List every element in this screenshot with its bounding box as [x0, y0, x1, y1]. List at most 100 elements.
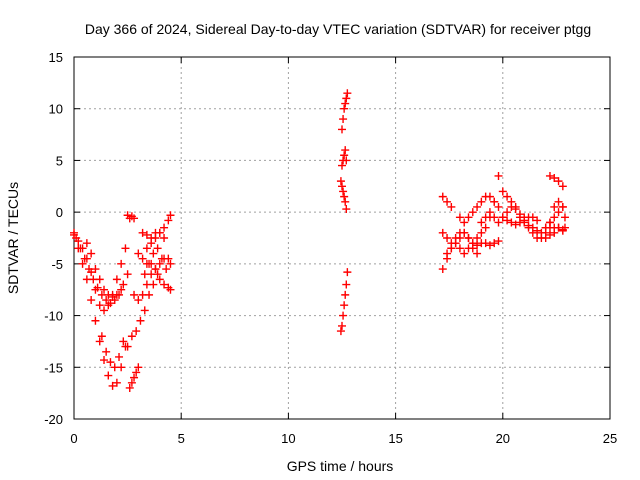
data-point: [558, 182, 567, 191]
data-point: [145, 259, 154, 268]
data-point: [554, 197, 563, 206]
data-point: [498, 187, 507, 196]
series-arc-16: [336, 177, 351, 214]
data-point: [455, 234, 464, 242]
data-point: [338, 182, 346, 191]
data-point: [494, 202, 503, 211]
data-point: [153, 244, 162, 253]
data-point: [438, 192, 447, 201]
data-point: [87, 268, 96, 277]
data-point: [100, 306, 109, 315]
data-point: [155, 228, 164, 237]
data-point: [155, 259, 164, 268]
data-point: [455, 244, 464, 253]
data-point: [341, 290, 350, 299]
data-point: [507, 202, 516, 211]
data-point: [138, 254, 147, 263]
data-point: [166, 211, 175, 220]
data-point: [554, 208, 563, 217]
data-point: [82, 254, 91, 263]
data-point: [130, 290, 139, 299]
data-point: [339, 115, 348, 124]
data-point: [554, 177, 563, 186]
series-arc-14: [338, 89, 352, 134]
data-point: [477, 197, 486, 206]
data-point: [477, 218, 486, 227]
data-point: [117, 259, 126, 268]
data-point: [342, 156, 351, 165]
data-point: [341, 99, 350, 108]
data-point: [447, 202, 456, 211]
y-tick-label: -20: [44, 412, 63, 427]
data-point: [473, 202, 482, 211]
data-point: [132, 327, 141, 336]
data-point: [464, 234, 473, 242]
series-arc-20: [438, 192, 503, 227]
data-points: [70, 89, 569, 392]
data-point: [100, 356, 109, 365]
data-point: [125, 383, 134, 392]
data-point: [138, 228, 147, 237]
data-point: [123, 342, 132, 351]
series-arc-21: [443, 228, 482, 258]
data-point: [343, 89, 352, 98]
data-point: [342, 280, 351, 289]
y-tick-label: 0: [56, 205, 63, 220]
data-point: [130, 214, 139, 223]
data-point: [443, 249, 452, 258]
data-point: [528, 228, 537, 237]
data-point: [336, 177, 345, 186]
series-arc-25: [545, 171, 567, 191]
data-point: [438, 265, 447, 274]
tick-labels: 0 5 10 15 20 25 15 10 5 0 -5 -10 -15 -20: [44, 50, 617, 446]
data-point: [464, 213, 473, 222]
data-point: [149, 249, 158, 258]
data-point: [87, 296, 96, 305]
data-point: [102, 296, 111, 305]
data-point: [106, 358, 115, 367]
data-point: [162, 265, 171, 274]
data-point: [82, 239, 91, 248]
data-point: [104, 290, 113, 299]
data-point: [473, 241, 482, 250]
data-point: [78, 259, 87, 268]
data-point: [342, 94, 351, 103]
data-point: [160, 234, 169, 242]
data-point: [485, 192, 494, 201]
series-arc-13: [140, 244, 171, 279]
data-point: [134, 363, 143, 372]
data-point: [533, 226, 542, 235]
data-point: [97, 332, 106, 341]
data-point: [157, 254, 166, 263]
data-point: [119, 337, 128, 346]
axis-ticks: [73, 56, 611, 420]
data-point: [140, 306, 149, 315]
data-point: [515, 210, 524, 219]
data-point: [104, 301, 113, 310]
data-point: [490, 197, 499, 206]
data-point: [494, 218, 503, 227]
data-point: [87, 249, 96, 258]
data-point: [443, 234, 452, 242]
y-axis-label: SDTVAR / TECUs: [5, 182, 21, 294]
data-point: [550, 174, 559, 183]
data-point: [166, 285, 175, 294]
x-tick-label: 20: [496, 431, 510, 446]
series-arc-11: [138, 228, 169, 242]
data-point: [112, 290, 121, 299]
y-tick-label: 10: [49, 102, 63, 117]
data-point: [473, 249, 482, 258]
x-tick-label: 15: [388, 431, 402, 446]
data-point: [341, 146, 350, 155]
data-point: [95, 301, 104, 310]
data-point: [460, 218, 469, 227]
series-arc-4: [82, 239, 126, 301]
series-arc-28: [541, 223, 569, 242]
data-point: [533, 216, 542, 225]
data-point: [343, 268, 352, 277]
data-point: [342, 205, 351, 214]
data-point: [147, 234, 156, 242]
data-point: [481, 213, 490, 222]
data-point: [127, 378, 136, 387]
